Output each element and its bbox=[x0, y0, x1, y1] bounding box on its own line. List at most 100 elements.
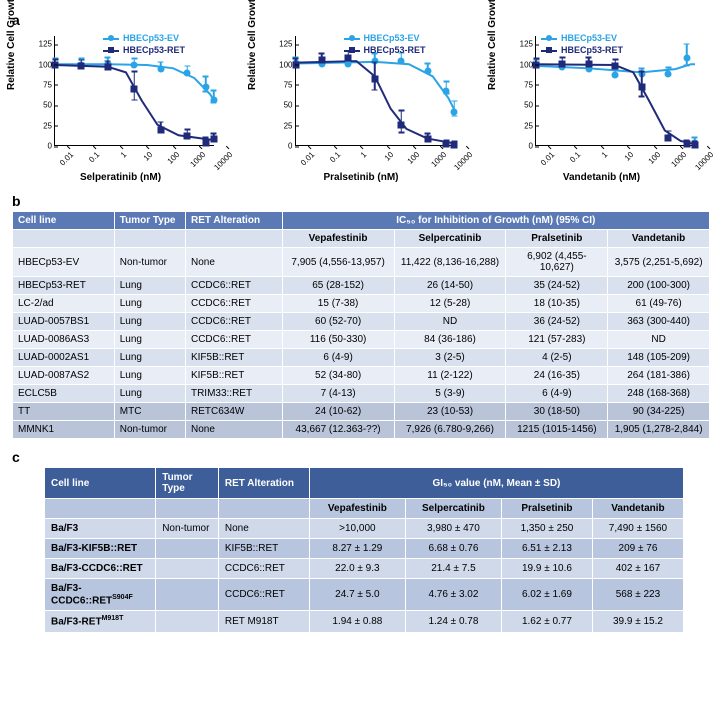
table-b-subheader: Selpercatinib bbox=[394, 230, 506, 248]
table-cell: >10,000 bbox=[309, 519, 405, 539]
x-axis-label: Vandetanib (nM) bbox=[489, 172, 714, 183]
table-cell: 15 (7-38) bbox=[282, 295, 394, 313]
table-cell: Lung bbox=[114, 367, 185, 385]
table-cell: Ba/F3-RETM918T bbox=[45, 611, 156, 632]
table-cell: Ba/F3 bbox=[45, 519, 156, 539]
table-cell: 200 (100-300) bbox=[608, 277, 710, 295]
data-point bbox=[210, 96, 217, 103]
legend-marker bbox=[541, 34, 557, 42]
table-cell: CCDC6::RET bbox=[218, 579, 309, 611]
table-cell: 248 (168-368) bbox=[608, 385, 710, 403]
table-cell: 7,926 (6.780-9,266) bbox=[394, 421, 506, 439]
legend-marker bbox=[103, 46, 119, 54]
table-b-subheader bbox=[114, 230, 185, 248]
table-c-header: GI₅₀ value (nM, Mean ± SD) bbox=[309, 468, 683, 499]
y-tick: 100 bbox=[519, 60, 533, 69]
table-c-wrap: Cell lineTumor TypeRET AlterationGI₅₀ va… bbox=[44, 467, 684, 633]
y-tick: 50 bbox=[279, 101, 293, 110]
table-b-subheader bbox=[13, 230, 115, 248]
table-cell: CCDC6::RET bbox=[185, 295, 282, 313]
y-tick: 125 bbox=[279, 40, 293, 49]
table-cell: 1,350 ± 250 bbox=[501, 519, 592, 539]
data-point bbox=[691, 142, 698, 149]
table-cell bbox=[156, 579, 219, 611]
table-cell bbox=[156, 611, 219, 632]
table-cell: MMNK1 bbox=[13, 421, 115, 439]
data-point bbox=[184, 133, 191, 140]
data-point bbox=[210, 136, 217, 143]
data-point bbox=[559, 60, 566, 67]
table-cell: 7 (4-13) bbox=[282, 385, 394, 403]
data-point bbox=[443, 87, 450, 94]
table-cell: 18 (10-35) bbox=[506, 295, 608, 313]
table-c-subheader bbox=[218, 499, 309, 519]
table-cell: 11,422 (8,136-16,288) bbox=[394, 248, 506, 277]
table-cell: 11 (2-122) bbox=[394, 367, 506, 385]
table-row: Ba/F3-CCDC6::RETS904FCCDC6::RET24.7 ± 5.… bbox=[45, 579, 684, 611]
table-cell: Non-tumor bbox=[156, 519, 219, 539]
table-cell: Lung bbox=[114, 331, 185, 349]
table-cell: Lung bbox=[114, 277, 185, 295]
data-point bbox=[398, 58, 405, 65]
data-point bbox=[78, 63, 85, 70]
table-cell: KIF5B::RET bbox=[185, 349, 282, 367]
legend: HBECp53-EVHBECp53-RET bbox=[541, 32, 623, 56]
charts-row: Relative Cell Growth (%)02550751001250.0… bbox=[8, 30, 714, 185]
table-row: HBECp53-RETLungCCDC6::RET65 (28-152)26 (… bbox=[13, 277, 710, 295]
data-point bbox=[585, 60, 592, 67]
table-b-wrap: Cell lineTumor TypeRET AlterationIC₅₀ fo… bbox=[12, 211, 710, 439]
table-cell: 19.9 ± 10.6 bbox=[501, 559, 592, 579]
data-point bbox=[318, 57, 325, 64]
table-cell: 6,902 (4,455-10,627) bbox=[506, 248, 608, 277]
table-cell: CCDC6::RET bbox=[185, 313, 282, 331]
table-row: LC-2/adLungCCDC6::RET15 (7-38)12 (5-28)1… bbox=[13, 295, 710, 313]
table-cell: 61 (49-76) bbox=[608, 295, 710, 313]
table-cell: LUAD-0002AS1 bbox=[13, 349, 115, 367]
table-c-subheader: Selpercatinib bbox=[405, 499, 501, 519]
y-tick: 75 bbox=[519, 80, 533, 89]
table-cell: 7,905 (4,556-13,957) bbox=[282, 248, 394, 277]
data-point bbox=[665, 134, 672, 141]
data-point bbox=[638, 84, 645, 91]
data-point bbox=[104, 63, 111, 70]
table-cell: CCDC6::RET bbox=[185, 331, 282, 349]
legend: HBECp53-EVHBECp53-RET bbox=[344, 32, 426, 56]
data-point bbox=[443, 141, 450, 148]
table-cell: 121 (57-283) bbox=[506, 331, 608, 349]
table-cell: 1.94 ± 0.88 bbox=[309, 611, 405, 632]
table-c-subheader bbox=[45, 499, 156, 519]
table-cell: 5 (3-9) bbox=[394, 385, 506, 403]
table-b-header: IC₅₀ for Inhibition of Growth (nM) (95% … bbox=[282, 212, 709, 230]
table-cell: 39.9 ± 15.2 bbox=[592, 611, 683, 632]
table-cell: 8.27 ± 1.29 bbox=[309, 539, 405, 559]
data-point bbox=[202, 139, 209, 146]
y-tick: 0 bbox=[519, 142, 533, 151]
table-cell: 84 (36-186) bbox=[394, 331, 506, 349]
data-point bbox=[612, 63, 619, 70]
table-cell: 24 (10-62) bbox=[282, 403, 394, 421]
legend-marker bbox=[344, 46, 360, 54]
data-point bbox=[202, 84, 209, 91]
y-axis-label: Relative Cell Growth (%) bbox=[487, 0, 498, 90]
data-point bbox=[398, 121, 405, 128]
legend-label: HBECp53-EV bbox=[123, 32, 179, 44]
table-cell: 6.02 ± 1.69 bbox=[501, 579, 592, 611]
table-row: LUAD-0002AS1LungKIF5B::RET6 (4-9)3 (2-5)… bbox=[13, 349, 710, 367]
y-axis-label: Relative Cell Growth (%) bbox=[247, 0, 258, 90]
table-cell: Lung bbox=[114, 295, 185, 313]
table-cell: 402 ± 167 bbox=[592, 559, 683, 579]
table-b-subheader: Vepafestinib bbox=[282, 230, 394, 248]
y-tick: 100 bbox=[279, 60, 293, 69]
table-cell: KIF5B::RET bbox=[185, 367, 282, 385]
table-cell: 12 (5-28) bbox=[394, 295, 506, 313]
table-cell: Lung bbox=[114, 349, 185, 367]
y-tick: 125 bbox=[38, 40, 52, 49]
table-cell: KIF5B::RET bbox=[218, 539, 309, 559]
table-cell: LC-2/ad bbox=[13, 295, 115, 313]
dose-response-chart: Relative Cell Growth (%)02550751001250.0… bbox=[8, 30, 233, 185]
table-cell: 22.0 ± 9.3 bbox=[309, 559, 405, 579]
table-cell: 116 (50-330) bbox=[282, 331, 394, 349]
legend-label: HBECp53-EV bbox=[364, 32, 420, 44]
panel-b-label: b bbox=[12, 193, 714, 209]
table-cell: 148 (105-209) bbox=[608, 349, 710, 367]
